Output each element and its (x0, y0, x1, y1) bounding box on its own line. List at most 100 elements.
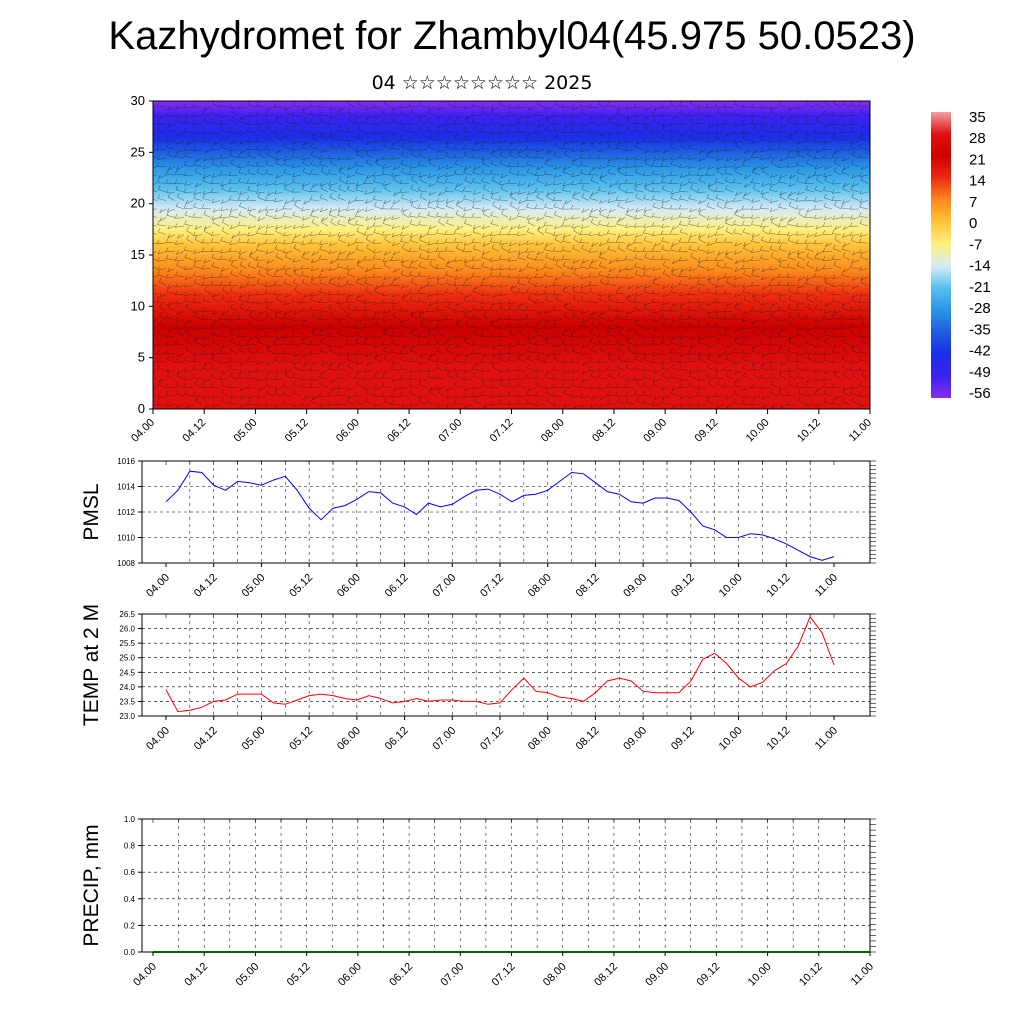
wind-barb-flag (292, 101, 295, 106)
wind-barb-flag (444, 120, 448, 126)
wind-barb (788, 106, 797, 111)
wind-barb (383, 145, 392, 150)
wind-barb (393, 191, 401, 197)
wind-barb-flag (760, 245, 763, 251)
wind-barb (436, 207, 446, 210)
wind-barb (366, 174, 374, 179)
wind-barb (580, 164, 590, 167)
wind-barb (698, 234, 707, 238)
wind-barb-flag (588, 170, 592, 175)
wind-barb-flag (480, 127, 484, 132)
wind-barb-flag (815, 224, 818, 230)
wind-barb-flag (651, 179, 655, 184)
wind-barb (454, 233, 464, 235)
wind-barb (815, 120, 824, 125)
wind-barb (780, 217, 788, 222)
page-title: Kazhydromet for Zhambyl04(45.975 50.0523… (108, 14, 916, 58)
wind-barb (733, 182, 743, 184)
wind-barb-flag (841, 245, 845, 250)
wind-barb-flag (743, 241, 746, 247)
wind-barb-flag (670, 155, 673, 161)
wind-barb (643, 174, 653, 176)
wind-barb-flag (471, 102, 475, 107)
wind-barb (274, 132, 284, 134)
wind-barb (400, 139, 410, 142)
wind-barb-flag (302, 105, 305, 110)
wind-barb-flag (813, 154, 817, 159)
wind-barb (544, 174, 554, 176)
wind-barb (564, 153, 572, 159)
wind-barb-flag (301, 216, 305, 221)
wind-barb-flag (851, 182, 855, 187)
wind-barb-flag (804, 239, 808, 244)
wind-barb-flag (706, 202, 710, 207)
wind-barb-flag (581, 208, 585, 213)
wind-barb (257, 129, 266, 133)
wind-barb-flag (148, 103, 150, 107)
wind-barb-flag (777, 230, 781, 235)
wind-barb (473, 225, 482, 229)
wind-barb-flag (500, 225, 504, 230)
wind-barb-flag (255, 161, 259, 166)
wind-barb (616, 114, 626, 116)
wind-barb-flag (257, 225, 261, 230)
wind-barb (284, 200, 293, 205)
wind-barb (554, 166, 563, 170)
wind-barb (212, 174, 221, 178)
wind-barb-flag (275, 207, 278, 213)
wind-barb-flag (600, 175, 603, 180)
wind-barb (446, 206, 455, 210)
wind-barb-flag (687, 237, 691, 243)
wind-barb-flag (534, 111, 538, 116)
wind-barb-flag (283, 160, 286, 165)
wind-barb-flag (463, 151, 467, 156)
wind-barb (546, 120, 554, 125)
wind-barb-flag (670, 189, 673, 195)
wind-barb (517, 234, 527, 236)
wind-barb-flag (761, 236, 764, 241)
wind-barb-flag (750, 178, 754, 183)
wind-barb (842, 166, 851, 171)
wind-barb (310, 155, 320, 159)
wind-barb-flag (481, 177, 484, 182)
wind-barb-flag (822, 222, 826, 227)
wind-barb-flag (733, 220, 736, 225)
wind-barb-flag (319, 245, 322, 250)
wind-barb (392, 106, 401, 110)
wind-barb (634, 130, 644, 133)
wind-barb (445, 216, 455, 218)
wind-barb (231, 234, 239, 239)
wind-barb-flag (579, 127, 583, 132)
wind-barb-flag (428, 225, 431, 230)
wind-barb-flag (615, 110, 619, 115)
wind-barb-flag (148, 205, 150, 209)
wind-barb-flag (399, 103, 403, 108)
wind-barb-flag (760, 155, 763, 160)
wind-barb (428, 174, 437, 179)
wind-barb-flag (841, 122, 845, 127)
wind-barb-flag (698, 210, 702, 215)
wind-barb-flag (418, 186, 421, 191)
wind-barb-flag (751, 220, 754, 225)
wind-barb-flag (624, 178, 628, 184)
wind-barb (427, 251, 437, 253)
wind-barb-flag (436, 130, 439, 135)
wind-barb-flag (193, 203, 196, 208)
wind-barb (337, 215, 347, 218)
wind-barb-flag (509, 241, 512, 246)
wind-barb-flag (617, 139, 620, 145)
wind-barb-flag (564, 150, 567, 155)
wind-barb (437, 115, 446, 119)
wind-barb (294, 205, 302, 210)
wind-barb (670, 123, 680, 126)
wind-barb-flag (417, 146, 421, 151)
wind-barb (598, 234, 608, 236)
wind-barb (373, 132, 383, 135)
wind-barb-flag (203, 225, 207, 230)
wind-barb-flag (518, 199, 521, 204)
wind-barb-flag (337, 193, 341, 199)
wind-barb-flag (148, 289, 150, 293)
wind-barb-flag (239, 202, 242, 207)
wind-barb (175, 115, 185, 117)
wind-barb (535, 174, 545, 176)
